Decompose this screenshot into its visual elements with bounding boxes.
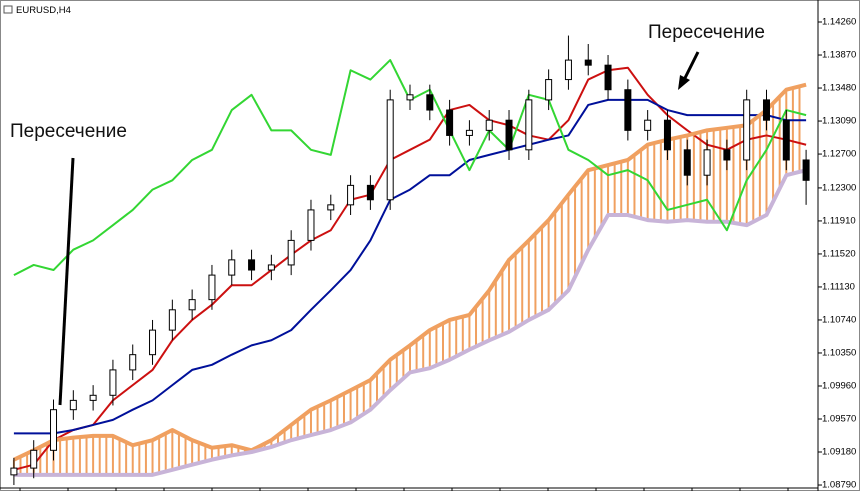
y-tick-label: 1.11130 bbox=[822, 281, 855, 292]
candle-body bbox=[129, 354, 137, 371]
y-tick-label: 1.09570 bbox=[822, 414, 856, 425]
candle-body bbox=[703, 149, 711, 176]
candle-body bbox=[327, 204, 335, 211]
candle-body bbox=[485, 119, 493, 131]
plot bbox=[10, 35, 810, 486]
candle-body bbox=[287, 239, 295, 266]
candle-body bbox=[168, 309, 176, 331]
indicator-line bbox=[13, 168, 807, 477]
candle-body bbox=[743, 99, 751, 161]
candle-body bbox=[188, 299, 196, 311]
candle-body bbox=[624, 89, 632, 131]
candle-body bbox=[248, 259, 256, 271]
y-tick-label: 1.12300 bbox=[822, 182, 856, 193]
candle-body bbox=[228, 259, 236, 276]
candle-body bbox=[683, 149, 691, 176]
symbol-title: EURUSD,H4 bbox=[16, 5, 71, 16]
indicator-line bbox=[13, 98, 807, 435]
annotation-arrow bbox=[682, 51, 700, 81]
candle-body bbox=[584, 59, 592, 66]
candle-body bbox=[69, 399, 77, 411]
y-tick-label: 1.13870 bbox=[822, 50, 856, 61]
candle-body bbox=[366, 184, 374, 201]
candle-body bbox=[604, 64, 612, 91]
candle-body bbox=[762, 99, 770, 121]
y-tick-label: 1.13480 bbox=[822, 83, 856, 94]
indicator-line bbox=[13, 66, 807, 471]
y-tick-label: 1.10350 bbox=[822, 347, 856, 358]
y-tick-label: 1.11520 bbox=[822, 248, 856, 259]
candle-body bbox=[307, 209, 315, 241]
candle-body bbox=[386, 99, 394, 201]
annotation: Пересечение bbox=[10, 121, 127, 142]
candle-body bbox=[525, 99, 533, 151]
candle-body bbox=[782, 119, 790, 161]
y-tick-label: 1.09960 bbox=[822, 381, 856, 392]
candle-body bbox=[149, 329, 157, 356]
y-tick-label: 1.14260 bbox=[822, 17, 856, 28]
candle-body bbox=[644, 119, 652, 131]
candle-body bbox=[50, 409, 58, 451]
candle-body bbox=[109, 369, 117, 396]
symbol-icon bbox=[3, 5, 13, 14]
y-tick-label: 1.09180 bbox=[822, 447, 856, 458]
candle-body bbox=[802, 159, 810, 181]
y-tick-label: 1.12700 bbox=[822, 149, 856, 160]
candle-body bbox=[663, 119, 671, 151]
candle-body bbox=[267, 264, 275, 271]
candle-body bbox=[505, 119, 513, 151]
candle-body bbox=[723, 149, 731, 161]
y-tick-label: 1.13090 bbox=[822, 116, 856, 127]
candle-body bbox=[30, 449, 38, 469]
candle-body bbox=[347, 184, 355, 206]
y-tick-label: 1.08790 bbox=[822, 480, 856, 491]
y-tick-label: 1.10740 bbox=[822, 314, 856, 325]
candle-body bbox=[545, 79, 553, 101]
candle-body bbox=[564, 59, 572, 81]
candle-body bbox=[426, 94, 434, 111]
candle-body bbox=[465, 129, 473, 136]
y-tick-label: 1.11910 bbox=[822, 215, 856, 226]
candle-body bbox=[406, 94, 414, 101]
candle-body bbox=[446, 109, 454, 136]
candle-body bbox=[208, 274, 216, 301]
candle-body bbox=[10, 467, 18, 476]
annotation: Пересечение bbox=[648, 22, 765, 43]
annotation-arrow bbox=[58, 157, 75, 406]
candle-body bbox=[89, 394, 97, 401]
annotation-arrowhead bbox=[678, 75, 690, 90]
indicator-line bbox=[13, 82, 807, 462]
